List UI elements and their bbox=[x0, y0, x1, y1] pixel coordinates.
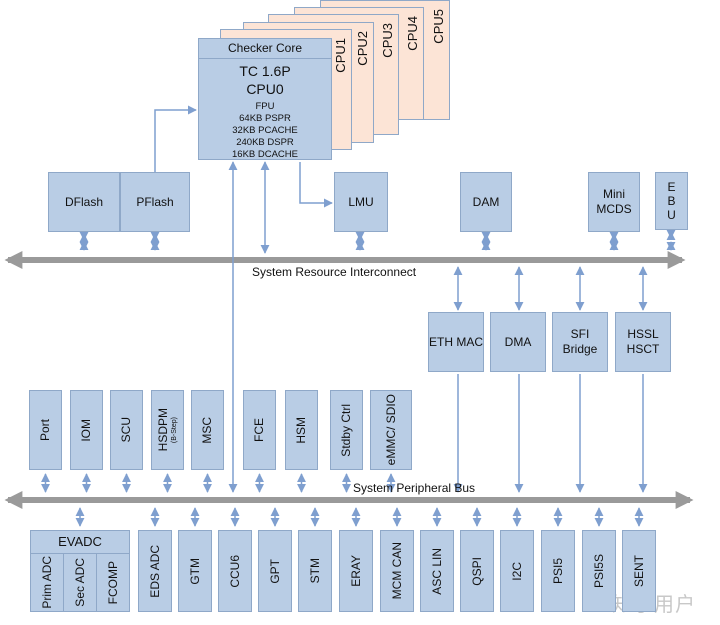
bridge-2-label: SFI Bridge bbox=[562, 327, 598, 356]
periph-mcm-can-label: MCM CAN bbox=[389, 542, 404, 600]
cpu0-block: Checker Core TC 1.6P CPU0 FPU 64KB PSPR 32K… bbox=[198, 38, 332, 160]
mini-mcds-block-label: Mini MCDS bbox=[596, 187, 632, 216]
periph-gpt-label: GPT bbox=[267, 558, 282, 584]
periph-emmc-sdio-label: eMMC/ SDIO bbox=[383, 394, 398, 466]
periph-asc-lin-label: ASC LIN bbox=[429, 547, 444, 595]
evadc-part: Sec ADC bbox=[64, 554, 97, 611]
cpu0-feature: 16KB DCACHE bbox=[232, 149, 298, 160]
periph-hsdpm-sublabel: (B-Step) bbox=[170, 416, 178, 444]
dam-block: DAM bbox=[460, 172, 512, 232]
periph-hsdpm: HSDPM (B-Step) bbox=[151, 390, 184, 470]
cpu4-block-label: CPU4 bbox=[404, 16, 420, 51]
evadc-title: EVADC bbox=[31, 531, 129, 555]
periph-qspi: QSPI bbox=[460, 530, 494, 612]
periph-psi5s: PSI5S bbox=[582, 530, 616, 612]
periph-stdby-ctrl-label: Stdby Ctrl bbox=[339, 403, 353, 457]
periph-ccu6-label: CCU6 bbox=[227, 554, 242, 588]
periph-fce-label: FCE bbox=[252, 418, 266, 442]
periph-gpt: GPT bbox=[258, 530, 292, 612]
bridge-0: ETH MAC bbox=[428, 312, 484, 372]
periph-gtm-label: GTM bbox=[187, 557, 202, 585]
evadc-part-label: Sec ADC bbox=[72, 558, 87, 607]
periph-qspi-label: QSPI bbox=[469, 556, 484, 586]
periph-port-label: Port bbox=[38, 418, 52, 441]
cpu0-title: TC 1.6P bbox=[239, 63, 291, 79]
periph-fce: FCE bbox=[243, 390, 276, 470]
pflash-block-label: PFlash bbox=[136, 194, 174, 209]
mini-mcds-block: Mini MCDS bbox=[588, 172, 640, 232]
periph-stdby-ctrl: Stdby Ctrl bbox=[330, 390, 363, 470]
bridge-0-label: ETH MAC bbox=[429, 334, 483, 349]
periph-psi5s-label: PSI5S bbox=[591, 553, 606, 589]
evadc-part: Prim ADC bbox=[31, 554, 64, 611]
periph-port: Port bbox=[29, 390, 62, 470]
periph-iom-label: IOM bbox=[79, 418, 93, 442]
evadc-part-label: FCOMP bbox=[105, 560, 120, 605]
dflash-block: DFlash bbox=[48, 172, 120, 232]
periph-scu-label: SCU bbox=[119, 417, 133, 443]
periph-eds-adc-label: EDS ADC bbox=[147, 544, 162, 598]
periph-emmc-sdio: eMMC/ SDIO bbox=[370, 390, 412, 470]
checker-core-header: Checker Core bbox=[199, 39, 331, 59]
cpu5-block-label: CPU5 bbox=[430, 9, 446, 44]
periph-mcm-can: MCM CAN bbox=[380, 530, 414, 612]
periph-eray: ERAY bbox=[339, 530, 373, 612]
bridge-3-label: HSSL HSCT bbox=[626, 327, 660, 356]
evadc-part-label: Prim ADC bbox=[39, 556, 54, 609]
cpu0-feature: 32KB PCACHE bbox=[232, 125, 298, 136]
cpu0-feature: 240KB DSPR bbox=[236, 137, 294, 148]
cpu3-block-label: CPU3 bbox=[379, 23, 395, 58]
bridge-3: HSSL HSCT bbox=[615, 312, 671, 372]
periph-sent: SENT bbox=[622, 530, 656, 612]
periph-stm-label: STM bbox=[307, 558, 322, 584]
ebu-block-label: E B U bbox=[667, 180, 676, 222]
periph-eds-adc: EDS ADC bbox=[138, 530, 172, 612]
cpu1-block-label: CPU1 bbox=[332, 38, 348, 73]
periph-sent-label: SENT bbox=[631, 554, 646, 587]
periph-eray-label: ERAY bbox=[348, 555, 363, 587]
bridge-2: SFI Bridge bbox=[552, 312, 608, 372]
cpu0-feature: 64KB PSPR bbox=[239, 113, 291, 124]
periph-iom: IOM bbox=[70, 390, 103, 470]
bridge-1: DMA bbox=[490, 312, 546, 372]
periph-i2c-label: I2C bbox=[509, 561, 524, 581]
periph-scu: SCU bbox=[110, 390, 143, 470]
periph-msc: MSC bbox=[191, 390, 224, 470]
dam-block-label: DAM bbox=[472, 194, 500, 209]
periph-hsm-label: HSM bbox=[294, 416, 308, 444]
periph-asc-lin: ASC LIN bbox=[420, 530, 454, 612]
pflash-block: PFlash bbox=[120, 172, 190, 232]
lmu-block: LMU bbox=[334, 172, 388, 232]
dflash-block-label: DFlash bbox=[64, 194, 103, 209]
periph-ccu6: CCU6 bbox=[218, 530, 252, 612]
evadc-part: FCOMP bbox=[97, 554, 129, 611]
bridge-1-label: DMA bbox=[504, 334, 532, 349]
periph-gtm: GTM bbox=[178, 530, 212, 612]
periph-stm: STM bbox=[298, 530, 332, 612]
ebu-block: E B U bbox=[655, 172, 688, 230]
periph-psi5: PSI5 bbox=[541, 530, 575, 612]
system-resource-interconnect-label: System Resource Interconnect bbox=[252, 265, 417, 279]
cpu0-name: CPU0 bbox=[246, 80, 284, 97]
periph-psi5-label: PSI5 bbox=[550, 557, 565, 584]
evadc-block: EVADC Prim ADC Sec ADC FCOMP bbox=[30, 530, 130, 612]
periph-i2c: I2C bbox=[500, 530, 534, 612]
cpu0-feature: FPU bbox=[255, 101, 275, 112]
periph-hsdpm-label: HSDPM bbox=[155, 408, 170, 452]
system-peripheral-bus-label: System Peripheral Bus bbox=[353, 481, 476, 495]
cpu-lmu-link bbox=[299, 162, 333, 208]
periph-msc-label: MSC bbox=[200, 416, 214, 444]
lmu-block-label: LMU bbox=[348, 194, 374, 209]
pflash-cpu-link bbox=[154, 105, 197, 172]
cpu2-block-label: CPU2 bbox=[354, 31, 370, 66]
periph-hsm: HSM bbox=[285, 390, 318, 470]
